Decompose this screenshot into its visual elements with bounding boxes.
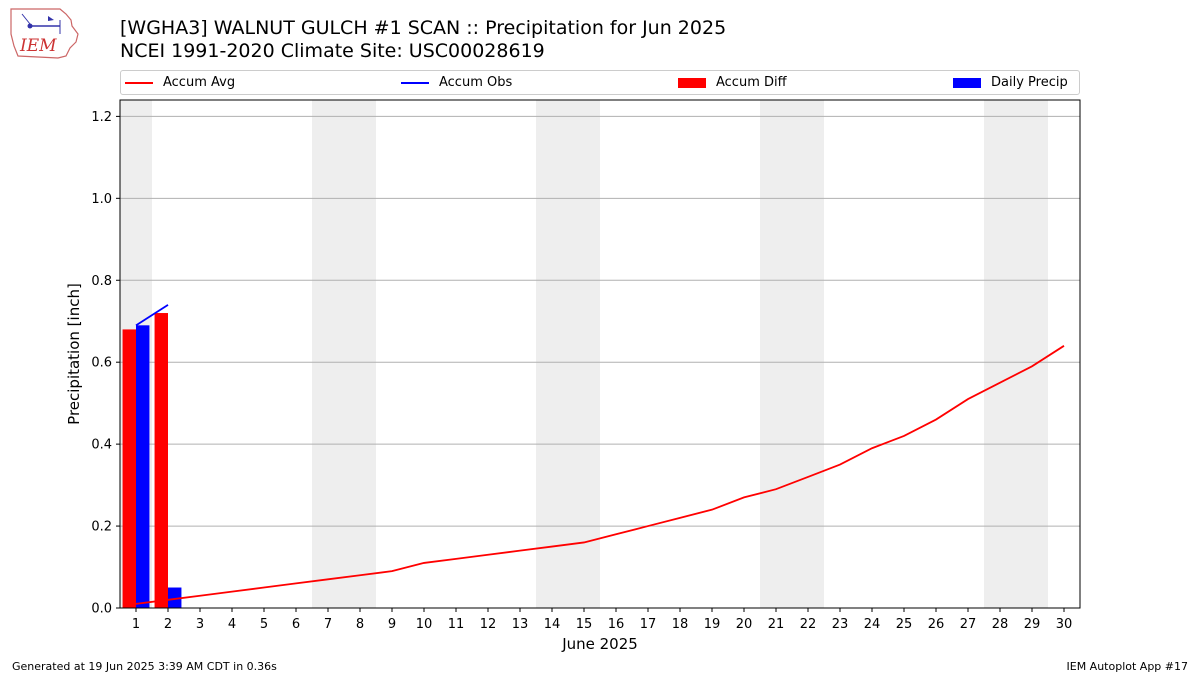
y-tick-label: 1.0: [91, 192, 112, 207]
weekend-band: [792, 100, 824, 608]
accum-diff-bar: [154, 313, 168, 608]
plot-frame: [119, 99, 1081, 609]
x-tick-label: 8: [356, 617, 364, 632]
y-tick-label: 0.8: [91, 274, 112, 289]
legend-label-daily-precip: Daily Precip: [991, 75, 1068, 90]
x-tick-label: 2: [164, 617, 172, 632]
x-tick-label: 24: [864, 617, 881, 632]
legend: Accum Avg Accum Obs Accum Diff Daily Pre…: [120, 70, 1080, 95]
legend-swatch-accum-avg: [125, 81, 153, 84]
x-tick-label: 30: [1056, 617, 1073, 632]
x-tick-label: 18: [672, 617, 689, 632]
legend-item-accum-obs: Accum Obs: [401, 73, 512, 92]
weekend-band: [568, 100, 600, 608]
y-tick-label: 0.2: [91, 520, 112, 535]
legend-label-accum-avg: Accum Avg: [163, 75, 236, 90]
legend-label-accum-obs: Accum Obs: [439, 75, 513, 90]
accum-diff-bar: [122, 329, 136, 608]
x-tick-label: 29: [1024, 617, 1041, 632]
iem-logo: IEM: [10, 8, 79, 59]
weekend-band: [312, 100, 344, 608]
legend-item-accum-avg: Accum Avg: [125, 73, 235, 92]
x-tick-label: 3: [196, 617, 204, 632]
weekend-band: [344, 100, 376, 608]
daily-precip-bar: [168, 587, 182, 608]
legend-swatch-accum-diff: [678, 77, 706, 88]
x-tick-label: 15: [576, 617, 593, 632]
accum-avg-line: [135, 345, 1065, 605]
y-tick-label: 0.4: [91, 438, 112, 453]
y-tick-label: 1.2: [91, 110, 112, 125]
legend-item-accum-diff: Accum Diff: [678, 73, 787, 92]
app-credit: IEM Autoplot App #17: [1066, 660, 1189, 673]
x-axis-label: June 2025: [561, 635, 638, 653]
x-tick-label: 4: [228, 617, 236, 632]
x-tick-label: 26: [928, 617, 945, 632]
x-tick-label: 23: [832, 617, 849, 632]
x-tick-label: 17: [640, 617, 657, 632]
x-tick-label: 22: [800, 617, 817, 632]
x-tick-label: 5: [260, 617, 268, 632]
weekend-band: [984, 100, 1016, 608]
chart-title: [WGHA3] WALNUT GULCH #1 SCAN :: Precipit…: [120, 17, 727, 39]
legend-swatch-accum-obs: [401, 81, 429, 84]
x-tick-label: 10: [416, 617, 433, 632]
x-tick-label: 25: [896, 617, 913, 632]
y-tick-label: 0.6: [91, 356, 112, 371]
x-tick-label: 20: [736, 617, 753, 632]
legend-item-daily-precip: Daily Precip: [953, 73, 1068, 92]
weekend-band: [1016, 100, 1048, 608]
weekend-band: [536, 100, 568, 608]
x-tick-label: 1: [132, 617, 140, 632]
x-tick-label: 12: [480, 617, 497, 632]
y-axis-label: Precipitation [inch]: [65, 283, 83, 425]
x-tick-label: 9: [388, 617, 396, 632]
chart-subtitle: NCEI 1991-2020 Climate Site: USC00028619: [120, 40, 545, 62]
x-tick-label: 28: [992, 617, 1009, 632]
x-tick-label: 27: [960, 617, 977, 632]
logo-text: IEM: [19, 36, 57, 56]
x-tick-label: 14: [544, 617, 561, 632]
legend-swatch-daily-precip: [953, 77, 981, 88]
daily-precip-bar: [136, 325, 150, 608]
x-tick-label: 13: [512, 617, 529, 632]
x-tick-label: 21: [768, 617, 785, 632]
generated-timestamp: Generated at 19 Jun 2025 3:39 AM CDT in …: [12, 660, 277, 673]
x-tick-label: 11: [448, 617, 465, 632]
x-tick-label: 6: [292, 617, 300, 632]
weekend-band: [760, 100, 792, 608]
x-tick-label: 7: [324, 617, 332, 632]
x-tick-label: 19: [704, 617, 721, 632]
y-tick-label: 0.0: [91, 602, 112, 617]
legend-label-accum-diff: Accum Diff: [716, 75, 787, 90]
x-tick-label: 16: [608, 617, 625, 632]
accum-obs-line: [135, 304, 169, 327]
